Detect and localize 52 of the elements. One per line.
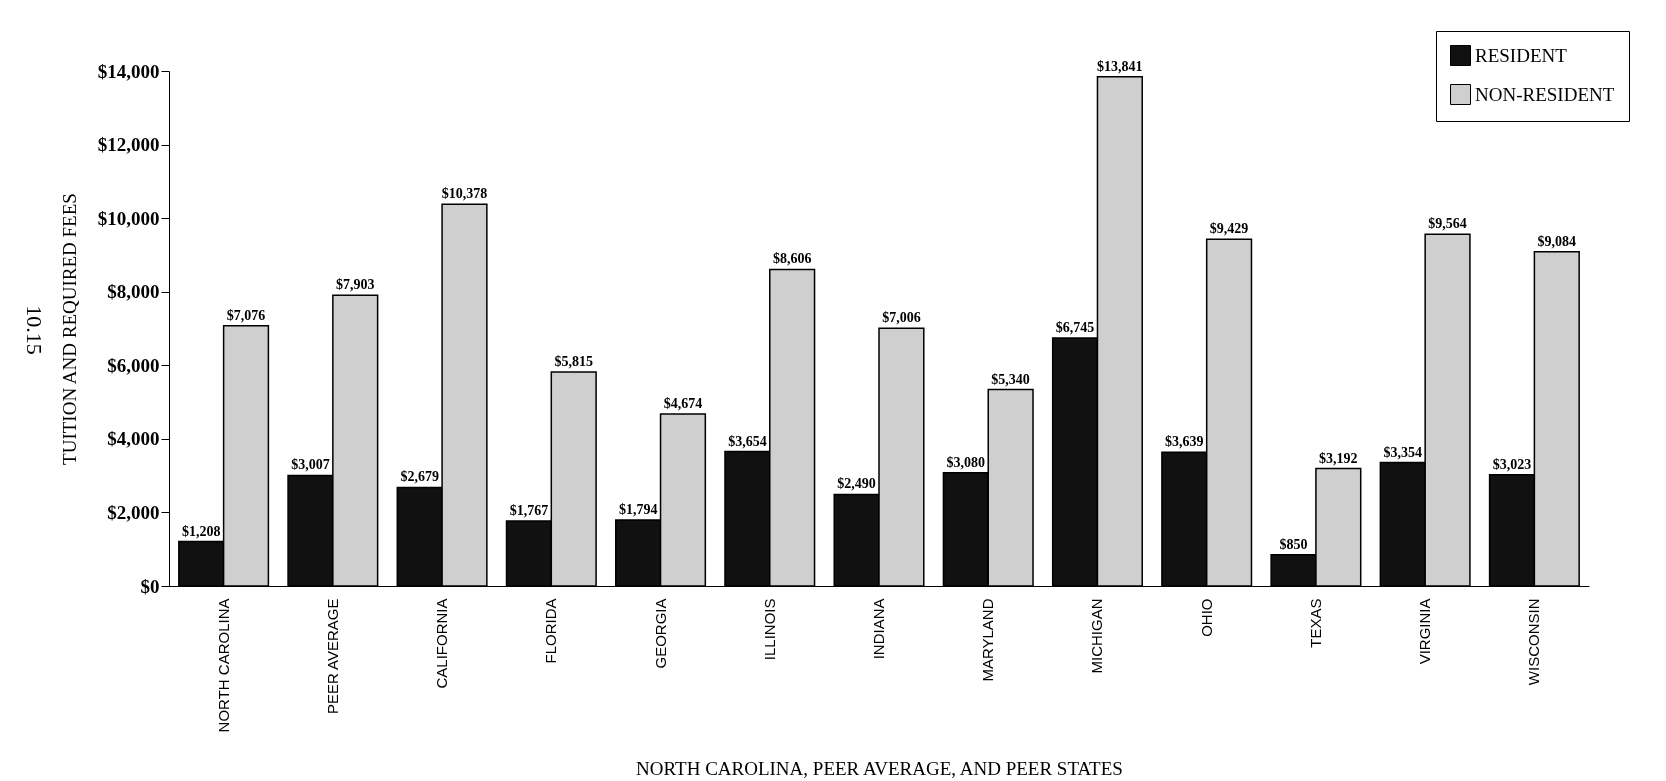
data-label: $9,084 [1537,233,1577,249]
data-label: $9,429 [1209,221,1249,237]
y-tick-label: $10,000 [97,207,160,229]
y-axis-title: TUITION AND REQUIRED FEES [58,193,80,465]
x-tick-label: TEXAS [1306,598,1324,648]
data-label: $7,903 [335,277,375,293]
data-label: $3,192 [1319,450,1358,466]
x-tick-label: WISCONSIN [1525,598,1543,686]
x-tick-label: OHIO [1197,598,1215,637]
x-tick-label: CALIFORNIA [433,598,451,689]
data-label: $7,076 [226,307,266,323]
x-tick-label: INDIANA [870,598,887,660]
y-tick-label: $12,000 [97,134,160,156]
data-label: $3,654 [728,433,767,449]
data-label: $8,606 [772,251,812,267]
y-tick-label: $2,000 [107,501,160,523]
data-label: $3,023 [1492,456,1532,472]
data-label: $2,679 [400,469,439,485]
x-tick-label: PEER AVERAGE [323,598,341,715]
x-tick-label: MARYLAND [979,598,997,682]
data-label: $5,815 [554,354,593,370]
data-label: $3,007 [291,457,330,473]
data-label: $7,006 [882,310,921,326]
y-tick-label: $14,000 [97,60,160,82]
y-tick-label: $8,000 [107,281,160,303]
data-label: $5,340 [991,371,1030,387]
data-label: $1,794 [618,502,658,518]
x-axis-title: NORTH CAROLINA, PEER AVERAGE, AND PEER STATES [636,758,1123,780]
data-label: $10,378 [441,186,488,202]
legend-label: NON-RESIDENT [1475,83,1615,105]
y-tick-label: $4,000 [107,428,160,450]
x-tick-label: ILLINOIS [760,598,778,661]
y-tick-label: $0 [140,575,160,597]
data-label: $3,639 [1165,434,1204,450]
data-label: $3,354 [1383,444,1423,460]
data-label: $9,564 [1428,216,1467,232]
data-label: $3,080 [946,454,986,470]
x-tick-label: FLORIDA [542,598,560,664]
data-label: $1,767 [509,503,549,518]
legend-label: RESIDENT [1475,44,1568,66]
data-label: $850 [1279,536,1308,552]
data-label: $13,841 [1097,58,1143,74]
x-tick-label: GEORGIA [651,598,669,669]
data-label: $1,208 [181,523,221,539]
text: 10.15 [21,305,47,355]
data-label: $6,745 [1055,319,1095,335]
data-label: $2,490 [837,476,876,492]
x-tick-label: MICHIGAN [1088,598,1106,674]
y-tick-label: $6,000 [107,354,160,376]
data-label: $4,674 [663,396,703,412]
x-tick-label: VIRGINIA [1416,598,1434,665]
x-tick-label: NORTH CAROLINA [214,598,232,733]
